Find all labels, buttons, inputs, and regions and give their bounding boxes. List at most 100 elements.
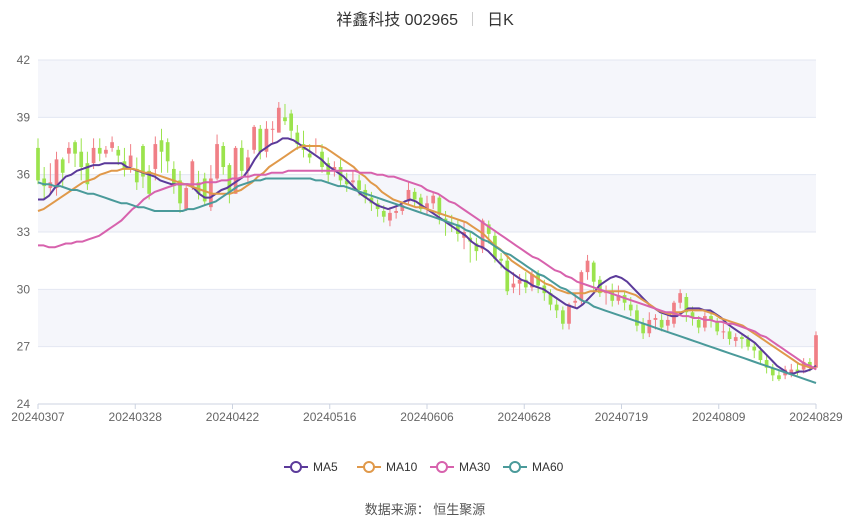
candle-down xyxy=(301,130,306,158)
candle-body xyxy=(332,167,337,171)
candle-body xyxy=(85,163,90,185)
candle-body xyxy=(560,310,565,324)
candle-down xyxy=(85,151,90,190)
candle-body xyxy=(752,346,757,351)
candle-down xyxy=(165,138,170,173)
candle-body xyxy=(733,337,738,341)
candle-body xyxy=(307,153,312,158)
candle-body xyxy=(276,107,281,133)
candle-up xyxy=(270,121,275,145)
y-tick-label: 24 xyxy=(17,397,31,411)
candle-body xyxy=(116,149,121,156)
candle-body xyxy=(110,142,114,148)
legend-item-ma10: MA10 xyxy=(357,460,418,474)
legend-item-ma60: MA60 xyxy=(503,460,564,474)
candle-body xyxy=(165,142,170,162)
candle-body xyxy=(394,210,398,213)
candle-body xyxy=(523,279,528,288)
candle-body xyxy=(585,260,590,273)
legend-label: MA30 xyxy=(459,460,491,474)
candle-down xyxy=(116,146,121,166)
candle-up xyxy=(332,161,337,177)
candle-body xyxy=(814,335,818,368)
candle-body xyxy=(777,375,781,380)
legend-label: MA5 xyxy=(313,460,338,474)
candle-body xyxy=(437,197,442,215)
legend-item-ma30: MA30 xyxy=(430,460,491,474)
candle-down xyxy=(202,172,207,206)
candle-body xyxy=(425,203,429,210)
candle-body xyxy=(721,331,726,333)
candle-body xyxy=(159,140,164,152)
candle-body xyxy=(190,161,195,187)
candle-body xyxy=(764,360,769,368)
candle-body xyxy=(97,147,102,154)
candle-body xyxy=(178,180,182,204)
candle-body xyxy=(295,132,300,145)
candle-down xyxy=(770,363,775,382)
ma-lines xyxy=(37,137,817,384)
candle-up xyxy=(252,124,256,154)
candle-body xyxy=(91,147,96,164)
candle-body xyxy=(54,159,59,189)
candle-body xyxy=(60,159,65,173)
candle-body xyxy=(67,147,71,154)
candle-down xyxy=(635,304,639,332)
candle-body xyxy=(147,170,151,194)
candle-body xyxy=(591,262,596,282)
candle-body xyxy=(289,113,294,131)
legend-label: MA60 xyxy=(532,460,564,474)
candle-body xyxy=(480,220,485,250)
candle-down xyxy=(412,188,417,208)
candle-down xyxy=(610,283,615,307)
chart-title: 祥鑫科技 002965 日K xyxy=(0,6,850,30)
candle-down xyxy=(468,232,473,263)
candle-down xyxy=(258,124,263,160)
candle-body xyxy=(381,210,386,217)
candle-body xyxy=(727,331,732,340)
candle-body xyxy=(326,163,331,175)
candle-body xyxy=(511,283,516,288)
candle-up xyxy=(110,136,114,152)
candle-down xyxy=(122,147,127,177)
candle-up xyxy=(67,142,71,164)
candle-up xyxy=(567,302,571,330)
candle-up xyxy=(184,186,189,211)
candle-body xyxy=(233,147,238,194)
x-tick-label: 20240307 xyxy=(11,410,65,424)
data-source: 数据来源： 恒生聚源 xyxy=(364,502,486,517)
y-tick-label: 30 xyxy=(17,282,31,296)
period-label[interactable]: 日K xyxy=(487,12,514,29)
x-tick-label: 20240606 xyxy=(400,410,454,424)
candle-down xyxy=(591,260,596,292)
candle-down xyxy=(159,128,164,173)
candle-body xyxy=(678,293,683,303)
candle-down xyxy=(740,333,744,349)
plot-band xyxy=(38,60,816,118)
candle-body xyxy=(573,300,578,303)
candle-body xyxy=(388,212,392,221)
candle-down xyxy=(239,140,244,179)
candle-up xyxy=(233,146,238,194)
legend-marker xyxy=(290,461,302,473)
candle-up xyxy=(703,312,707,332)
candle-down xyxy=(36,138,40,185)
candle-down xyxy=(752,342,757,359)
candle-down xyxy=(474,237,479,261)
candle-down xyxy=(134,157,139,190)
candle-down xyxy=(221,142,226,175)
candle-down xyxy=(344,172,349,192)
title-separator xyxy=(472,12,474,26)
x-tick-label: 20240719 xyxy=(595,410,649,424)
candle-down xyxy=(295,124,300,150)
candle-body xyxy=(351,180,355,183)
candle-body xyxy=(486,224,491,234)
ma-line-ma30 xyxy=(38,169,817,371)
y-tick-label: 42 xyxy=(17,53,31,67)
candle-body xyxy=(567,304,571,324)
x-tick-label: 20240328 xyxy=(109,410,163,424)
candle-body xyxy=(202,178,207,202)
candle-body xyxy=(184,188,189,210)
candle-down xyxy=(283,103,287,125)
candle-body xyxy=(740,337,744,340)
